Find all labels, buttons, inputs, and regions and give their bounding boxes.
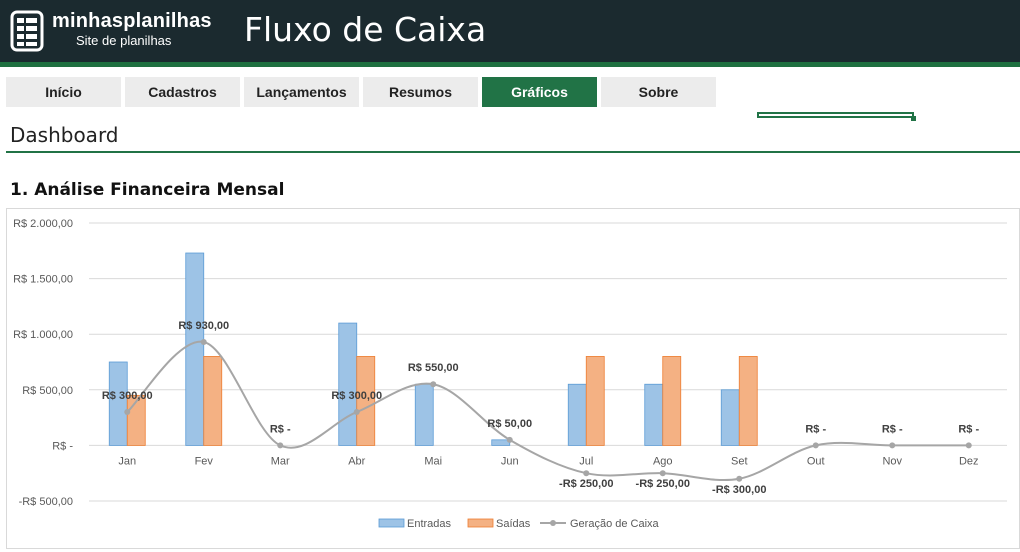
data-label: R$ - [805, 423, 826, 435]
spreadsheet-logo-icon [10, 10, 44, 52]
data-label: R$ 550,00 [408, 362, 459, 374]
legend-label-saidas: Saídas [496, 518, 531, 530]
x-tick-label: Ago [653, 455, 673, 467]
point-geracao-caixa [659, 470, 666, 477]
tab-graficos[interactable]: Gráficos [482, 77, 597, 107]
bar-entradas [338, 322, 358, 446]
app-title: Fluxo de Caixa [244, 10, 487, 49]
data-label: R$ 50,00 [487, 418, 532, 430]
logo-name: minhasplanilhas [52, 10, 212, 32]
point-geracao-caixa [353, 409, 360, 416]
tab-inicio[interactable]: Início [6, 77, 121, 107]
chart-area[interactable]: R$ 2.000,00 R$ 1.500,00 R$ 1.000,00 R$ 500,… [6, 208, 1020, 549]
point-geracao-caixa [124, 409, 131, 416]
point-geracao-caixa [506, 436, 513, 443]
y-tick-label: R$ - [52, 440, 73, 452]
page-title: Dashboard [10, 123, 119, 147]
bar-entradas [644, 383, 664, 446]
point-geracao-caixa [736, 475, 743, 482]
tab-resumos[interactable]: Resumos [363, 77, 478, 107]
point-geracao-caixa [583, 470, 590, 477]
point-geracao-caixa [430, 381, 437, 388]
data-label: R$ - [882, 423, 903, 435]
data-label: R$ 300,00 [102, 390, 153, 402]
data-label: R$ - [958, 423, 979, 435]
tab-sobre[interactable]: Sobre [601, 77, 716, 107]
x-tick-label: Jan [118, 455, 136, 467]
bar-entradas [108, 361, 128, 446]
x-tick-label: Set [731, 455, 748, 467]
header-divider [0, 62, 1020, 67]
y-tick-label: R$ 1.000,00 [13, 329, 73, 341]
x-tick-label: Jun [501, 455, 519, 467]
line-geracao-caixa [126, 340, 969, 482]
y-tick-label: R$ 1.500,00 [13, 274, 73, 286]
logo-subtitle: Site de planilhas [76, 33, 172, 48]
legend-label-geracao: Geração de Caixa [570, 518, 660, 530]
x-tick-label: Dez [959, 455, 979, 467]
data-label: -R$ 250,00 [559, 478, 613, 490]
data-label: R$ 300,00 [331, 390, 382, 402]
point-geracao-caixa [889, 442, 896, 449]
cell-selection[interactable] [757, 112, 914, 118]
point-geracao-caixa [812, 442, 819, 449]
point-geracao-caixa [200, 338, 207, 345]
data-label: R$ 930,00 [178, 320, 229, 332]
title-divider [6, 151, 1020, 153]
bar-saidas [585, 356, 605, 446]
bar-saidas [356, 356, 376, 446]
data-label: R$ - [270, 423, 291, 435]
x-tick-label: Abr [348, 455, 365, 467]
x-tick-label: Mai [424, 455, 442, 467]
data-label: -R$ 250,00 [636, 478, 690, 490]
legend-swatch-saidas [467, 518, 494, 528]
point-geracao-caixa [277, 442, 284, 449]
point-geracao-caixa [965, 442, 972, 449]
tab-cadastros[interactable]: Cadastros [125, 77, 240, 107]
x-tick-label: Jul [579, 455, 593, 467]
bar-saidas [203, 356, 223, 446]
app-header: minhasplanilhas Site de planilhas Fluxo … [0, 0, 1020, 62]
x-tick-label: Nov [882, 455, 902, 467]
legend-swatch-entradas [378, 518, 405, 528]
fill-handle[interactable] [911, 116, 916, 121]
bar-saidas [738, 356, 758, 446]
bar-entradas [414, 383, 434, 446]
bar-entradas [720, 389, 740, 446]
cash-flow-chart: R$ 2.000,00 R$ 1.500,00 R$ 1.000,00 R$ 500,… [13, 218, 1007, 530]
bar-entradas [567, 383, 587, 446]
tab-lancamentos[interactable]: Lançamentos [244, 77, 359, 107]
x-tick-label: Out [807, 455, 825, 467]
section-title: 1. Análise Financeira Mensal [10, 180, 285, 200]
data-label: -R$ 300,00 [712, 484, 766, 496]
x-tick-label: Fev [195, 455, 214, 467]
legend-swatch-geracao-marker [550, 520, 556, 526]
y-tick-label: R$ 2.000,00 [13, 218, 73, 230]
x-tick-label: Mar [271, 455, 290, 467]
bar-saidas [662, 356, 682, 446]
y-tick-label: -R$ 500,00 [19, 496, 73, 508]
bar-entradas [185, 252, 205, 446]
legend-label-entradas: Entradas [407, 518, 452, 530]
y-tick-label: R$ 500,00 [22, 385, 73, 397]
